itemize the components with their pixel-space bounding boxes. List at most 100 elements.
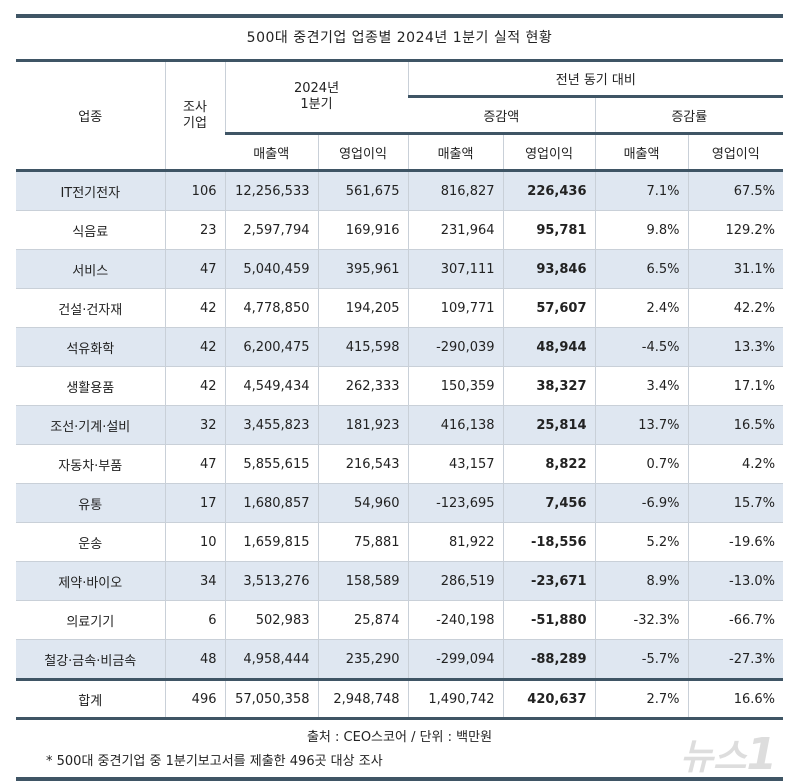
cell-rate-sales: 5.2% (594, 522, 689, 562)
cell-op-profit: 395,961 (317, 249, 409, 289)
cell-sales: 5,855,615 (224, 444, 318, 484)
cell-companies: 42 (164, 327, 225, 367)
cell-rate-sales: -4.5% (594, 327, 689, 367)
cell-rate-sales: -6.9% (594, 483, 689, 523)
cell-change-op-profit: 38,327 (502, 366, 596, 406)
cell-rate-op-profit: 13.3% (687, 327, 784, 367)
cell-industry: 운송 (16, 522, 165, 562)
cell-change-sales: -299,094 (407, 639, 504, 681)
cell-rate-sales: -32.3% (594, 600, 689, 640)
total-row: 합계 496 57,050,358 2,948,748 1,490,742 420,637… (16, 679, 784, 717)
cell-companies: 496 (164, 679, 225, 717)
header-change-amount: 증감액 (408, 96, 596, 135)
table-row: 운송 10 1,659,815 75,881 81,922 -18,556 5.2% -19.… (16, 522, 784, 562)
table-title: 500대 중견기업 업종별 2024년 1분기 실적 현황 (246, 30, 553, 46)
table-row: 식음료 23 2,597,794 169,916 231,964 95,781 9.8% 12… (16, 210, 784, 250)
table-row: IT전기전자 106 12,256,533 561,675 816,827 226,436… (16, 170, 784, 211)
header-rate-sales: 매출액 (594, 133, 689, 172)
cell-sales: 4,958,444 (224, 639, 318, 681)
cell-op-profit: 262,333 (317, 366, 409, 406)
cell-industry: 철강·금속·비금속 (16, 639, 165, 681)
cell-op-profit: 2,948,748 (317, 679, 409, 717)
cell-op-profit: 25,874 (317, 600, 409, 640)
cell-rate-sales: 3.4% (594, 366, 689, 406)
cell-op-profit: 169,916 (317, 210, 409, 250)
cell-companies: 42 (164, 288, 225, 328)
cell-sales: 12,256,533 (224, 170, 318, 211)
table-row: 의료기기 6 502,983 25,874 -240,198 -51,880 -32.3% -… (16, 600, 784, 640)
cell-change-sales: 109,771 (407, 288, 504, 328)
cell-sales: 4,549,434 (224, 366, 318, 406)
cell-rate-sales: 13.7% (594, 405, 689, 445)
cell-companies: 34 (164, 561, 225, 601)
cell-rate-op-profit: 15.7% (687, 483, 784, 523)
cell-op-profit: 181,923 (317, 405, 409, 445)
cell-companies: 47 (164, 249, 225, 289)
header-companies: 조사 기업 (164, 60, 225, 172)
table-row: 조선·기계·설비 32 3,455,823 181,923 416,138 25,814 1… (16, 405, 784, 445)
cell-rate-op-profit: 67.5% (687, 170, 784, 211)
table-row: 생활용품 42 4,549,434 262,333 150,359 38,327 3.4% 1… (16, 366, 784, 406)
cell-rate-sales: -5.7% (594, 639, 689, 681)
cell-industry: 유통 (16, 483, 165, 523)
cell-industry: 서비스 (16, 249, 165, 289)
cell-companies: 106 (164, 170, 225, 211)
table-row: 건설·건자재 42 4,778,850 194,205 109,771 57,607 2.4… (16, 288, 784, 328)
cell-rate-op-profit: 31.1% (687, 249, 784, 289)
cell-rate-op-profit: 16.6% (687, 679, 784, 717)
cell-sales: 4,778,850 (224, 288, 318, 328)
cell-companies: 48 (164, 639, 225, 681)
cell-op-profit: 54,960 (317, 483, 409, 523)
cell-op-profit: 75,881 (317, 522, 409, 562)
cell-change-sales: 1,490,742 (407, 679, 504, 717)
header-change-sales: 매출액 (407, 133, 504, 172)
cell-companies: 47 (164, 444, 225, 484)
top-rule (16, 14, 783, 18)
cell-change-op-profit: -88,289 (502, 639, 596, 681)
cell-rate-op-profit: -66.7% (687, 600, 784, 640)
cell-rate-sales: 2.7% (594, 679, 689, 717)
cell-rate-op-profit: 42.2% (687, 288, 784, 328)
cell-change-sales: 416,138 (407, 405, 504, 445)
cell-industry: 합계 (78, 693, 103, 709)
header-q1: 2024년 1분기 (224, 60, 409, 135)
table-row: 철강·금속·비금속 48 4,958,444 235,290 -299,094 -88,2… (16, 639, 784, 681)
table-row: 석유화학 42 6,200,475 415,598 -290,039 48,944 -4.5… (16, 327, 784, 367)
cell-industry: IT전기전자 (16, 170, 165, 211)
cell-change-sales: 150,359 (407, 366, 504, 406)
header-yoy: 전년 동기 대비 (407, 60, 784, 98)
cell-change-sales: 286,519 (407, 561, 504, 601)
cell-change-op-profit: -18,556 (502, 522, 596, 562)
cell-rate-op-profit: 16.5% (687, 405, 784, 445)
cell-companies: 6 (164, 600, 225, 640)
results-table: 업종 조사 기업 2024년 1분기 전년 동기 대비 증감액 증감률 매출액 … (16, 59, 784, 717)
cell-sales: 5,040,459 (224, 249, 318, 289)
cell-rate-sales: 7.1% (594, 170, 689, 211)
cell-rate-op-profit: -19.6% (687, 522, 784, 562)
cell-op-profit: 235,290 (317, 639, 409, 681)
results-table-container: 500대 중견기업 업종별 2024년 1분기 실적 현황 업종 조사 기업 2… (16, 14, 784, 781)
cell-industry: 조선·기계·설비 (16, 405, 165, 445)
cell-op-profit: 194,205 (317, 288, 409, 328)
cell-change-op-profit: 420,637 (502, 679, 596, 717)
cell-industry: 의료기기 (16, 600, 165, 640)
cell-op-profit: 415,598 (317, 327, 409, 367)
cell-companies: 32 (164, 405, 225, 445)
cell-companies: 10 (164, 522, 225, 562)
cell-companies: 23 (164, 210, 225, 250)
table-row: 서비스 47 5,040,459 395,961 307,111 93,846 6.5% 31… (16, 249, 784, 289)
cell-industry: 자동차·부품 (16, 444, 165, 484)
cell-change-sales: 81,922 (407, 522, 504, 562)
cell-rate-sales: 0.7% (594, 444, 689, 484)
cell-change-sales: 307,111 (407, 249, 504, 289)
cell-sales: 6,200,475 (224, 327, 318, 367)
cell-change-op-profit: 95,781 (502, 210, 596, 250)
cell-rate-op-profit: -27.3% (687, 639, 784, 681)
cell-sales: 1,680,857 (224, 483, 318, 523)
cell-industry: 석유화학 (16, 327, 165, 367)
cell-rate-op-profit: 17.1% (687, 366, 784, 406)
cell-change-op-profit: 226,436 (502, 170, 596, 211)
cell-industry: 건설·건자재 (16, 288, 165, 328)
cell-change-op-profit: 57,607 (502, 288, 596, 328)
cell-sales: 3,513,276 (224, 561, 318, 601)
